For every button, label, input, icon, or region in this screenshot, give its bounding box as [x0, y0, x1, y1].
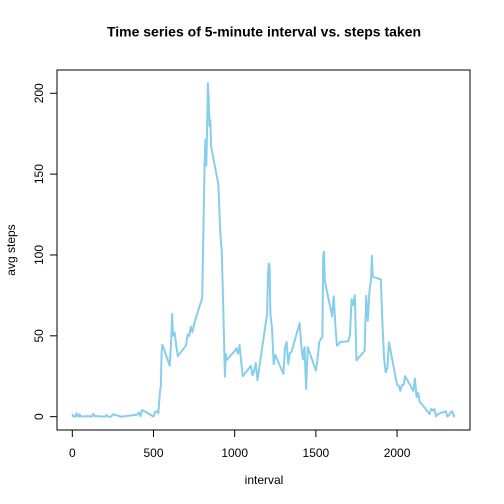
y-tick-label: 150	[32, 164, 46, 184]
x-tick-label: 0	[69, 446, 76, 460]
plot-frame	[56, 69, 471, 431]
x-tick-label: 2000	[384, 446, 411, 460]
x-tick-label: 1500	[303, 446, 330, 460]
chart-title: Time series of 5-minute interval vs. ste…	[107, 24, 421, 40]
x-tick-label: 1000	[221, 446, 248, 460]
x-tick-label: 500	[143, 446, 163, 460]
y-tick-label: 0	[32, 413, 46, 420]
line-series	[71, 82, 456, 418]
y-tick-label: 50	[32, 329, 46, 343]
y-tick-label: 100	[32, 245, 46, 265]
y-tick-label: 200	[32, 83, 46, 103]
x-axis-label: interval	[245, 473, 284, 487]
y-axis-label: avg steps	[4, 224, 18, 275]
